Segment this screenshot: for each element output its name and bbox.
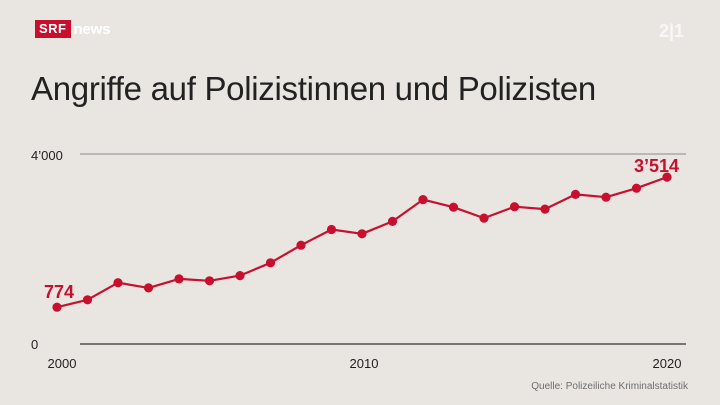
data-point-2003 <box>143 283 154 293</box>
news-logo-text: news <box>73 20 111 38</box>
srf-logo-box: SRF <box>35 20 71 38</box>
data-point-2017 <box>570 189 581 199</box>
data-point-2019 <box>631 183 642 193</box>
data-points <box>52 172 672 312</box>
chart-title: Angriffe auf Polizistinnen und Poliziste… <box>31 70 596 107</box>
data-point-2016 <box>540 204 550 214</box>
data-point-2006 <box>235 271 245 281</box>
data-point-2013 <box>448 202 459 212</box>
y-tick-max: 4’000 <box>31 148 63 163</box>
data-point-2008 <box>296 240 306 250</box>
data-point-2011 <box>387 216 398 226</box>
data-point-2010 <box>357 229 367 239</box>
data-point-2012 <box>418 195 428 205</box>
data-point-2004 <box>174 274 184 284</box>
data-point-2020 <box>662 172 672 182</box>
data-point-2007 <box>265 258 276 268</box>
data-label-start: 774 <box>44 282 74 302</box>
data-label-end: 3’514 <box>634 156 679 176</box>
y-tick-zero: 0 <box>31 337 38 352</box>
x-tick-2010: 2010 <box>350 356 379 371</box>
srf-news-logo: SRF news <box>35 20 110 38</box>
channel-watermark: 2|1 <box>658 21 684 41</box>
data-point-2000 <box>52 302 62 312</box>
data-point-2009 <box>326 224 337 235</box>
data-point-2001 <box>82 295 93 305</box>
data-point-2002 <box>113 278 123 288</box>
source-note: Quelle: Polizeiliche Kriminalstatistik <box>531 381 688 392</box>
data-point-2018 <box>601 192 611 202</box>
x-tick-2020: 2020 <box>653 356 682 371</box>
data-point-2015 <box>509 202 520 212</box>
data-point-2014 <box>479 213 489 223</box>
data-point-2005 <box>204 276 215 286</box>
x-tick-2000: 2000 <box>48 356 77 371</box>
